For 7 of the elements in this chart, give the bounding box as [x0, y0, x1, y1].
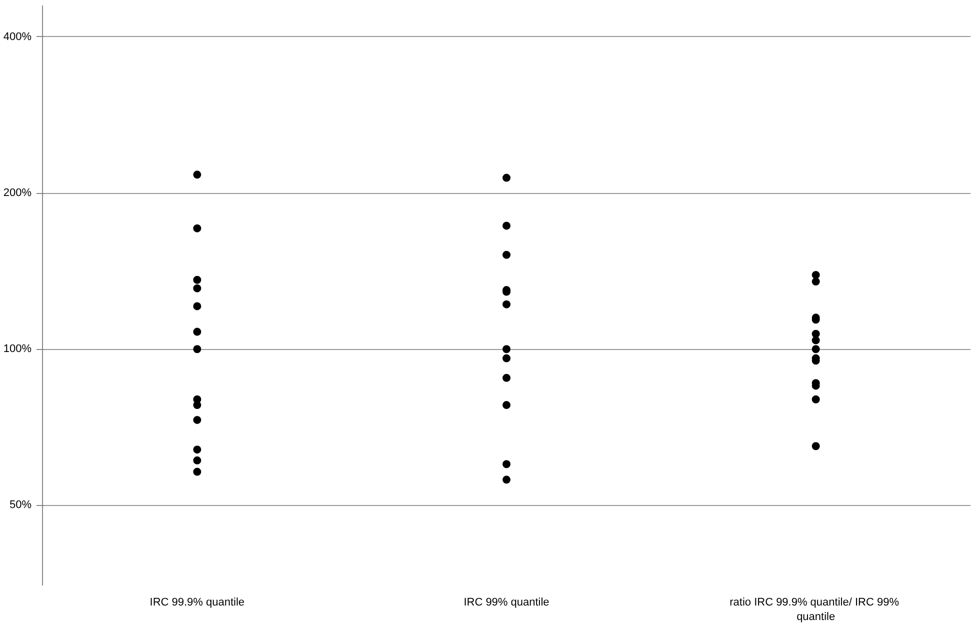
x-tick-label: IRC 99% quantile — [464, 596, 550, 608]
y-tick-label: 50% — [9, 499, 32, 512]
x-tick-label: IRC 99.9% quantile — [150, 596, 245, 608]
y-tick-label: 400% — [3, 30, 32, 43]
y-tick-label: 200% — [3, 187, 32, 200]
y-tick-label: 100% — [3, 343, 32, 356]
x-tick-label: ratio IRC 99.9% quantile/ IRC 99% quantile — [730, 596, 900, 623]
